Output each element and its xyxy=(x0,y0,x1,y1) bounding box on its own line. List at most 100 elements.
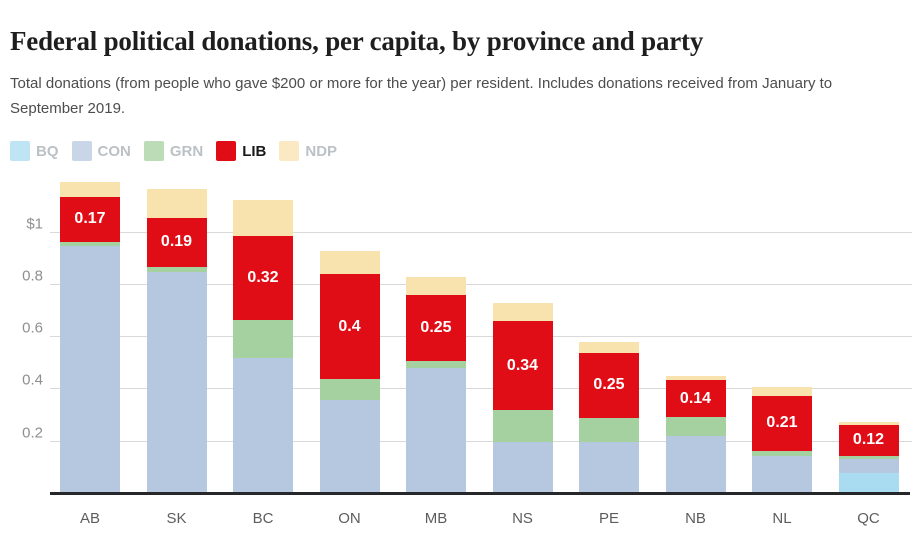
bar-value-label: 0.25 xyxy=(420,318,452,336)
bar-segment-ndp xyxy=(146,188,207,218)
x-axis-label-ns: NS xyxy=(512,510,533,527)
legend-item-ndp[interactable]: NDP xyxy=(279,141,337,161)
bar-segment-ndp xyxy=(838,421,899,425)
bar-segment-grn xyxy=(233,320,293,359)
y-axis-tick: $1 xyxy=(26,215,43,232)
x-axis-label-on: ON xyxy=(338,510,361,527)
bar-segment-con xyxy=(233,358,293,494)
y-axis-tick: 0.6 xyxy=(22,319,43,337)
bar-segment-con xyxy=(319,399,380,494)
bar-value-label: 0.19 xyxy=(160,233,193,251)
legend-item-con[interactable]: CON xyxy=(71,141,131,161)
bar-nb: 0.14 xyxy=(665,376,726,494)
bar-segment-lib: 0.21 xyxy=(752,395,812,451)
bar-segment-ndp xyxy=(406,276,466,296)
stacked-bar-chart: $1 0.8 0.6 0.4 0.2 0.17 AB 0.19 SK 0.32 BC 0.4 ON 0.2… xyxy=(22,180,916,527)
bar-segment-ndp xyxy=(665,376,726,381)
chart-title: Federal political donations, per capita,… xyxy=(10,26,704,56)
bar-segment-lib: 0.12 xyxy=(838,424,899,457)
bar-segment-con xyxy=(579,441,639,494)
gridline xyxy=(50,231,912,233)
y-axis-tick: 0.2 xyxy=(22,424,43,442)
bar-segment-lib: 0.25 xyxy=(406,295,466,361)
bar-segment-lib: 0.4 xyxy=(319,274,380,379)
x-axis-label-bc: BC xyxy=(252,510,274,527)
bar-value-label: 0.21 xyxy=(766,414,798,432)
bar-segment-grn xyxy=(492,410,553,442)
bar-segment-lib: 0.32 xyxy=(233,236,293,321)
bar-segment-ndp xyxy=(60,181,120,198)
y-axis-tick: 0.4 xyxy=(22,371,43,389)
bar-segment-grn xyxy=(319,378,380,400)
legend-item-grn[interactable]: GRN xyxy=(143,141,204,161)
gridline xyxy=(50,388,912,390)
legend-label: NDP xyxy=(305,142,338,160)
y-axis-tick: 0.8 xyxy=(22,267,43,285)
bar-segment-bq xyxy=(838,473,899,494)
x-axis-label-mb: MB xyxy=(424,510,448,527)
bar-mb: 0.25 xyxy=(406,276,466,494)
bar-segment-lib: 0.19 xyxy=(146,217,207,268)
legend-swatch-grn xyxy=(143,141,164,161)
bar-qc: 0.12 xyxy=(838,421,899,494)
x-axis-label-qc: QC xyxy=(857,510,880,527)
bar-segment-ndp xyxy=(579,342,639,353)
bar-value-label: 0.14 xyxy=(679,389,712,407)
legend-item-bq[interactable]: BQ xyxy=(10,141,59,161)
bar-segment-grn xyxy=(579,418,639,442)
x-axis-label-nb: NB xyxy=(685,510,706,527)
gridline xyxy=(50,440,912,442)
bar-segment-ndp xyxy=(492,303,553,322)
bar-segment-ndp xyxy=(752,386,812,396)
bar-segment-lib: 0.14 xyxy=(665,380,726,417)
legend-label: CON xyxy=(97,142,131,160)
legend-label: LIB xyxy=(242,142,267,160)
bar-ns: 0.34 xyxy=(492,303,553,494)
bar-segment-con xyxy=(838,459,899,474)
bar-segment-grn xyxy=(752,450,812,457)
x-axis-label-nl: NL xyxy=(772,510,792,527)
legend-swatch-lib xyxy=(216,141,237,161)
legend-swatch-bq xyxy=(10,141,30,161)
bar-value-label: 0.4 xyxy=(338,317,361,335)
bar-segment-grn xyxy=(60,241,120,246)
bar-segment-con xyxy=(60,245,120,494)
bar-segment-con xyxy=(665,436,726,494)
x-axis-label-sk: SK xyxy=(166,510,187,527)
bar-pe: 0.25 xyxy=(579,342,639,494)
gridline xyxy=(50,336,912,338)
bar-value-label: 0.17 xyxy=(74,210,106,228)
bar-value-label: 0.32 xyxy=(247,269,279,287)
bar-segment-ndp xyxy=(233,199,293,237)
bar-segment-con xyxy=(406,368,466,494)
x-axis-label-ab: AB xyxy=(79,510,100,527)
bar-segment-con xyxy=(492,441,553,494)
bar-bc: 0.32 xyxy=(233,199,293,494)
bar-segment-lib: 0.25 xyxy=(579,352,639,419)
bar-value-label: 0.34 xyxy=(506,356,539,374)
legend-label: GRN xyxy=(169,142,204,160)
x-axis-line xyxy=(50,492,910,495)
bar-segment-grn xyxy=(406,360,466,369)
legend-label: BQ xyxy=(36,142,59,160)
bar-ab: 0.17 xyxy=(60,181,120,494)
bar-segment-grn xyxy=(838,456,899,460)
bar-segment-ndp xyxy=(319,250,380,275)
bar-segment-con xyxy=(752,456,812,494)
gridline xyxy=(50,283,912,285)
bar-segment-grn xyxy=(146,267,207,272)
bar-segment-grn xyxy=(665,416,726,437)
bar-segment-lib: 0.17 xyxy=(60,197,120,242)
bar-sk: 0.19 xyxy=(146,188,207,494)
legend: BQ CON GRN LIB NDP xyxy=(10,141,337,161)
legend-swatch-ndp xyxy=(279,141,300,161)
bar-on: 0.4 xyxy=(319,250,380,494)
legend-swatch-con xyxy=(71,141,92,161)
x-axis-label-pe: PE xyxy=(598,510,619,527)
bar-nl: 0.21 xyxy=(752,386,812,494)
chart-subtitle: Total donations (from people who gave $2… xyxy=(10,75,833,117)
bar-segment-lib: 0.34 xyxy=(492,321,553,411)
legend-item-lib[interactable]: LIB xyxy=(216,141,266,161)
bar-segment-con xyxy=(146,271,207,494)
